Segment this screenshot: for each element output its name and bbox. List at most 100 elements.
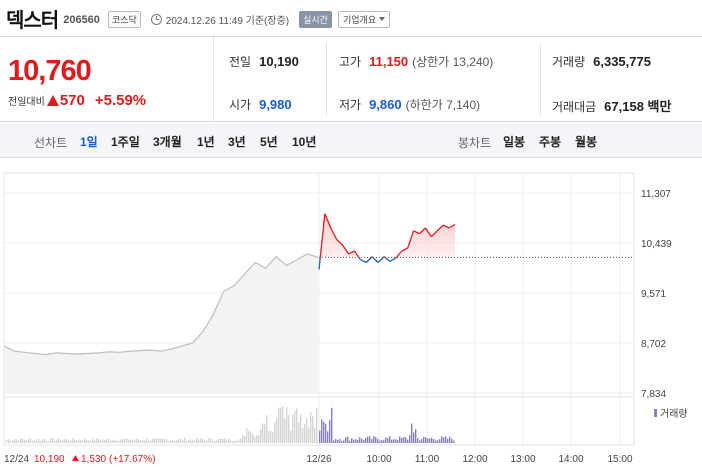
volume-bar <box>375 436 377 443</box>
up-triangle-icon <box>72 455 79 461</box>
candle-weekly[interactable]: 주봉 <box>539 135 562 149</box>
volume-bar <box>202 439 204 443</box>
volume-bar <box>92 438 94 443</box>
volume-bar <box>152 438 154 443</box>
volume-bar <box>196 438 198 443</box>
company-overview-button[interactable]: 기업개요 <box>337 10 391 28</box>
volume-bar <box>24 439 26 443</box>
volume-bar <box>314 428 316 443</box>
volume-bar <box>355 439 357 443</box>
candle-monthly[interactable]: 월봉 <box>575 135 598 149</box>
today-down-line <box>318 256 397 270</box>
period-1y[interactable]: 1년 <box>197 135 215 149</box>
volume-bar <box>226 440 228 443</box>
volume-bar <box>176 439 178 443</box>
volume-bar <box>128 440 130 443</box>
volume-bar <box>310 412 312 443</box>
volume-bar <box>174 440 176 443</box>
x-tick-label: 15:00 <box>607 454 632 465</box>
volume-bar <box>228 438 230 443</box>
y-tick-label: 8,702 <box>641 339 666 350</box>
today-up-area <box>320 213 455 258</box>
volume-bar <box>210 438 212 443</box>
volume-bar <box>182 440 184 443</box>
volume-bar <box>433 439 435 443</box>
volume-bars <box>6 405 455 443</box>
volume-bar <box>156 438 158 443</box>
volume-bar <box>146 438 148 443</box>
volume-bar <box>286 407 288 443</box>
volume-bar <box>371 439 373 443</box>
volume-bar <box>16 439 18 443</box>
volume-bar <box>112 440 114 443</box>
volume-bar <box>66 438 68 443</box>
volume-bar <box>367 436 369 443</box>
volume-bar <box>234 440 236 443</box>
volume-bar <box>345 437 347 443</box>
volume-bar <box>116 440 118 443</box>
volume-bar <box>325 423 327 443</box>
volume-bar <box>284 419 286 443</box>
volume-bar <box>56 439 58 443</box>
prev-day-line <box>3 253 319 356</box>
prev-day-close: 10,190 <box>34 454 65 465</box>
volume-bar <box>419 440 421 443</box>
volume-bar <box>50 438 52 443</box>
stat-value: 9,980 <box>259 97 292 112</box>
x-tick-label: 14:00 <box>558 454 583 465</box>
volume-bar <box>272 432 274 443</box>
period-1d[interactable]: 1일 <box>80 135 98 149</box>
volume-bar <box>186 440 188 443</box>
volume-bar <box>268 430 270 443</box>
volume-bar <box>393 439 395 443</box>
volume-bar <box>142 440 144 443</box>
x-axis: 12/26 10:00 11:00 12:00 13:00 14:00 15:00 <box>306 454 632 465</box>
volume-bar <box>294 411 296 443</box>
clock-icon <box>150 13 162 25</box>
volume-bar <box>198 439 200 443</box>
quote-panel: 10,760 전일대비 570 +5.59% 전일 10,190 시가 9,98… <box>0 36 702 122</box>
volume-bar <box>403 437 405 443</box>
period-5y[interactable]: 5년 <box>260 135 278 149</box>
volume-bar <box>397 440 399 443</box>
volume-bar <box>10 440 12 443</box>
volume-bar <box>194 440 196 443</box>
divider <box>326 43 327 116</box>
stat-low: 저가 9,860 (하한가 7,140) <box>339 96 480 113</box>
stat-value: 9,860 <box>369 97 402 112</box>
y-axis: 11,307 10,439 9,571 8,702 7,834 <box>641 189 672 400</box>
volume-bar <box>214 440 216 443</box>
volume-bar <box>437 440 439 443</box>
volume-bar <box>323 421 325 443</box>
volume-bar <box>431 437 433 443</box>
volume-bar <box>389 436 391 443</box>
volume-bar <box>236 440 238 443</box>
chart-grid <box>3 172 635 446</box>
volume-bar <box>252 434 254 443</box>
candle-daily[interactable]: 일봉 <box>503 135 526 149</box>
volume-bar <box>136 438 138 443</box>
volume-bar <box>150 440 152 443</box>
volume-bar <box>409 435 411 443</box>
volume-bar <box>435 440 437 443</box>
volume-bar <box>40 440 42 443</box>
realtime-button[interactable]: 실시간 <box>299 10 332 28</box>
volume-bar <box>114 439 116 443</box>
volume-bar <box>296 408 298 443</box>
volume-bar <box>218 438 220 443</box>
volume-bar <box>204 439 206 443</box>
price-box: 10,760 전일대비 570 +5.59% <box>0 37 214 122</box>
period-3y[interactable]: 3년 <box>228 135 246 149</box>
volume-bar <box>385 437 387 443</box>
stat-open: 시가 9,980 <box>229 96 292 113</box>
volume-bar <box>184 438 186 443</box>
volume-bar <box>312 416 314 443</box>
period-1w[interactable]: 1주일 <box>111 135 140 149</box>
volume-bar <box>104 439 106 443</box>
period-10y[interactable]: 10년 <box>292 135 317 149</box>
volume-bar <box>413 432 415 443</box>
stat-high: 고가 11,150 (상한가 13,240) <box>339 53 493 70</box>
period-3m[interactable]: 3개월 <box>153 135 182 149</box>
volume-bar <box>30 439 32 443</box>
volume-bar <box>90 440 92 443</box>
